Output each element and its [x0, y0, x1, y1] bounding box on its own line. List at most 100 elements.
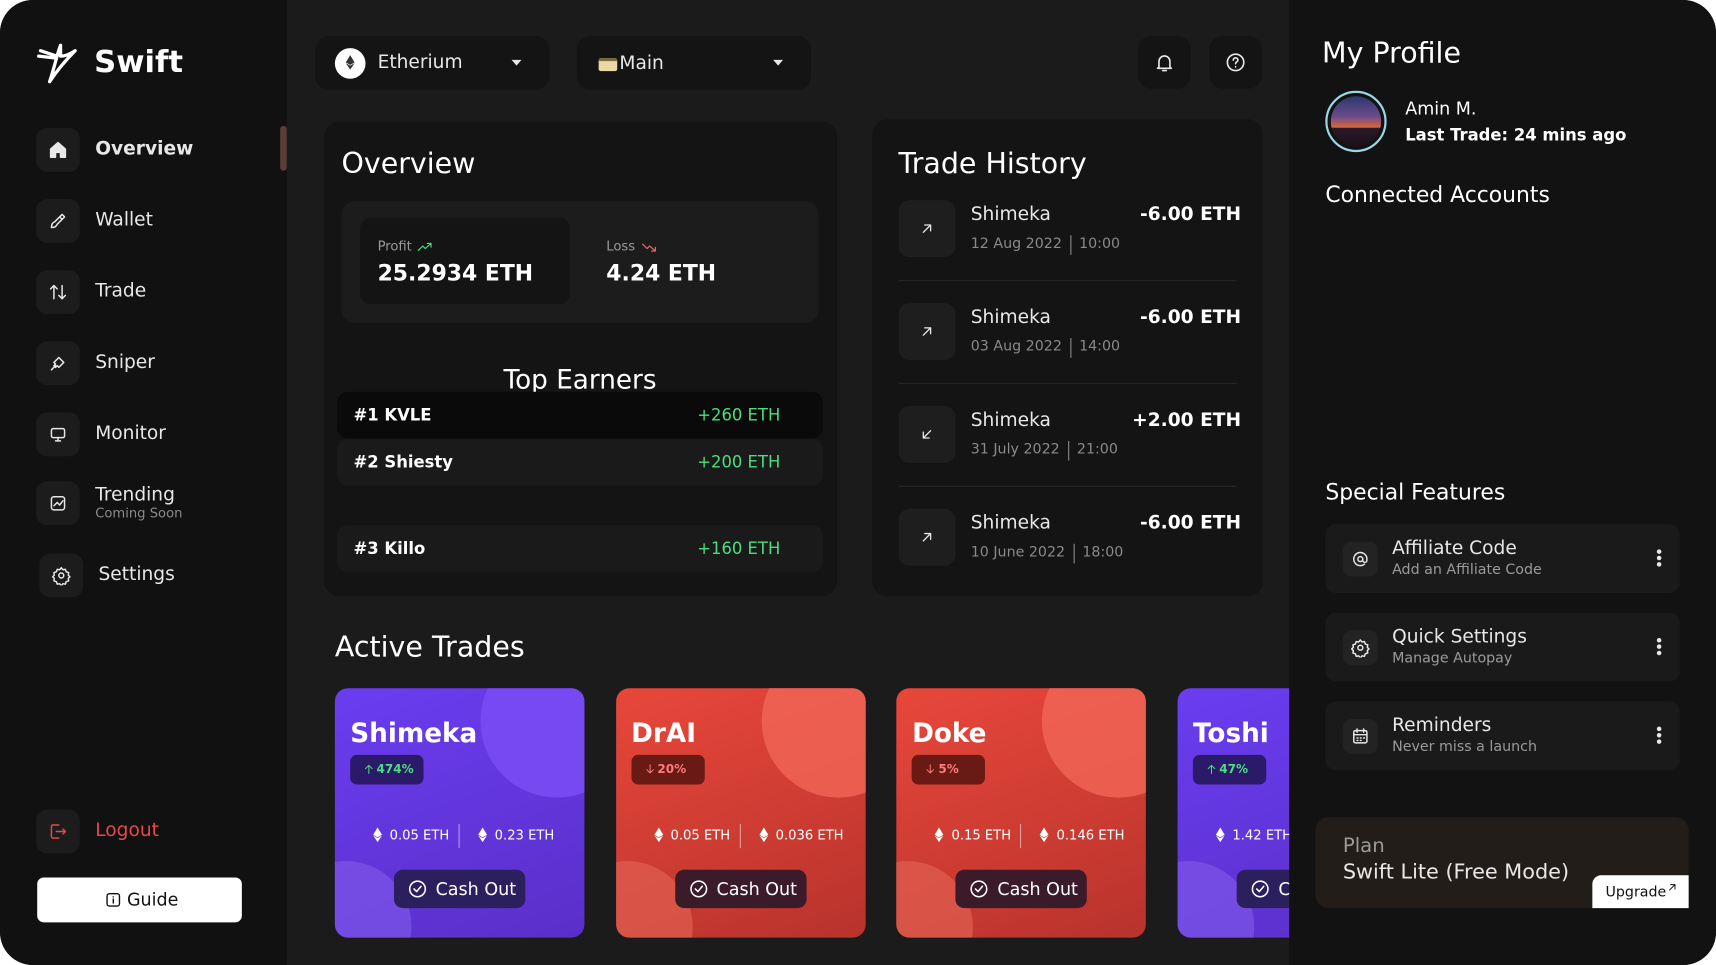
nav-item[interactable]: Settings — [33, 549, 274, 602]
feature-icon-part — [1353, 551, 1368, 567]
nav-icon-part — [58, 572, 65, 579]
notifications-button[interactable] — [1138, 36, 1191, 89]
eth-icon-part — [935, 827, 944, 843]
help-button[interactable] — [1209, 36, 1262, 89]
trade-icon-part — [922, 430, 932, 439]
change-pill: 5% — [912, 754, 986, 785]
earner-row: #3 Killo +160 ETH — [337, 525, 823, 573]
date-separator — [1073, 543, 1075, 564]
feature-card[interactable]: Reminders Never miss a launch — [1325, 701, 1680, 771]
earner-amount: +160 ETH — [697, 538, 781, 559]
account-label: Main — [619, 52, 664, 75]
entry-value: 1.42 ETH — [1232, 827, 1293, 843]
trade-icon — [922, 327, 932, 336]
check-icon-part — [975, 885, 984, 893]
nav-icon — [51, 566, 71, 586]
value-separator — [458, 823, 460, 848]
feature-icon-box — [1342, 718, 1378, 754]
loss-value: 4.24 ETH — [606, 259, 717, 287]
feature-icon-part — [1353, 729, 1368, 744]
guide-button[interactable]: Guide — [37, 877, 242, 923]
feature-icon-box — [1342, 630, 1378, 666]
nav-item[interactable]: Wallet — [33, 195, 274, 248]
earner-amount: +260 ETH — [697, 405, 781, 425]
check-icon-part — [1256, 885, 1265, 893]
menu-icon — [1656, 637, 1662, 656]
earner-amount: +200 ETH — [697, 452, 781, 472]
trade-icon-box — [898, 405, 956, 463]
cash-out-button[interactable]: Cash Out — [393, 869, 526, 909]
plan-label: Plan — [1342, 834, 1385, 858]
network-select[interactable]: Etherium — [315, 36, 550, 90]
logout-button[interactable]: Logout — [33, 805, 252, 858]
feature-subtitle: Never miss a launch — [1392, 739, 1537, 756]
cash-out-button[interactable]: Cash Out — [674, 869, 807, 909]
cash-out-label: Cash Out — [716, 878, 797, 900]
overview-panel: Overview Profit 25.2934 ETH Loss 4.24 ETH Top… — [323, 121, 838, 597]
nav-label: Overview — [95, 138, 194, 160]
network-label: Etherium — [377, 51, 463, 74]
cash-out-button[interactable]: Cash Out — [955, 869, 1088, 909]
caret — [511, 59, 522, 66]
earner-row: #2 Shiesty +200 ETH — [337, 438, 823, 486]
change-pill: 20% — [631, 754, 705, 785]
eth-icon — [935, 827, 944, 843]
nav-item[interactable]: Trending Coming Soon — [33, 477, 274, 530]
cash-out-label: Cash Out — [435, 878, 517, 900]
nav-label: Wallet — [95, 209, 153, 232]
bell-icon-part — [1156, 55, 1173, 70]
feature-card[interactable]: Affiliate Code Add an Affiliate Code — [1325, 524, 1680, 594]
eth-icon — [1215, 827, 1225, 843]
nav-icon-part — [50, 495, 66, 511]
check-icon-part — [689, 880, 708, 898]
plan-name: Swift Lite (Free Mode) — [1342, 860, 1570, 885]
profit-value: 25.2934 ETH — [377, 259, 534, 287]
change-arrow-part — [645, 764, 654, 774]
change-value: 20% — [657, 762, 687, 777]
section-title: Special Features — [1325, 478, 1506, 505]
value-separator — [739, 823, 741, 848]
upgrade-label: Upgrade — [1605, 884, 1667, 902]
trade-time: 14:00 — [1079, 338, 1121, 356]
nav-item[interactable]: Trade — [33, 266, 274, 319]
earner-row: #1 KVLE +260 ETH — [337, 391, 823, 439]
change-arrow — [645, 764, 654, 774]
date-separator — [1068, 440, 1070, 461]
nav-icon-box — [39, 553, 84, 598]
profile-name: Amin M. — [1405, 98, 1477, 120]
check-icon-part — [1251, 880, 1269, 898]
trade-name: Shimeka — [970, 203, 1051, 226]
nav-item[interactable]: Overview — [33, 124, 274, 177]
menu-icon-part — [1656, 555, 1662, 561]
account-select[interactable]: Main — [576, 36, 811, 90]
earner-name: #2 Shiesty — [353, 452, 453, 472]
nav-icon — [50, 213, 66, 229]
date-separator — [1070, 338, 1072, 358]
nav-icon — [49, 141, 67, 159]
trade-history-panel: Trade History Shimeka 12 Aug 2022 10:00 -6.0… — [872, 119, 1263, 597]
feature-subtitle: Manage Autopay — [1392, 650, 1513, 667]
trade-icon-part — [922, 327, 932, 336]
section-title: Connected Accounts — [1325, 181, 1550, 208]
logout-label: Logout — [95, 819, 159, 842]
card-icon — [598, 57, 618, 72]
nav-item[interactable]: Sniper — [33, 337, 274, 390]
trade-icon-part — [922, 532, 932, 542]
nav-label: Monitor — [95, 422, 166, 445]
card-decoration — [480, 688, 585, 798]
logout-icon-part — [50, 824, 60, 839]
menu-icon — [1656, 726, 1662, 744]
feature-icon-part — [1350, 639, 1370, 658]
nav-icon-part — [50, 213, 66, 229]
nav-item[interactable]: Monitor — [33, 408, 274, 461]
menu-icon-part — [1656, 726, 1662, 732]
value-separator — [1020, 823, 1022, 848]
upgrade-button[interactable]: Upgrade — [1592, 875, 1689, 909]
feature-card[interactable]: Quick Settings Manage Autopay — [1325, 612, 1680, 682]
menu-icon — [1656, 549, 1662, 567]
active-indicator — [280, 125, 287, 171]
stats-box: Profit 25.2934 ETH Loss 4.24 ETH — [341, 201, 819, 323]
nav-icon-part — [53, 500, 64, 507]
eth-icon-part — [478, 827, 488, 843]
trade-date: 03 Aug 2022 — [970, 338, 1062, 356]
